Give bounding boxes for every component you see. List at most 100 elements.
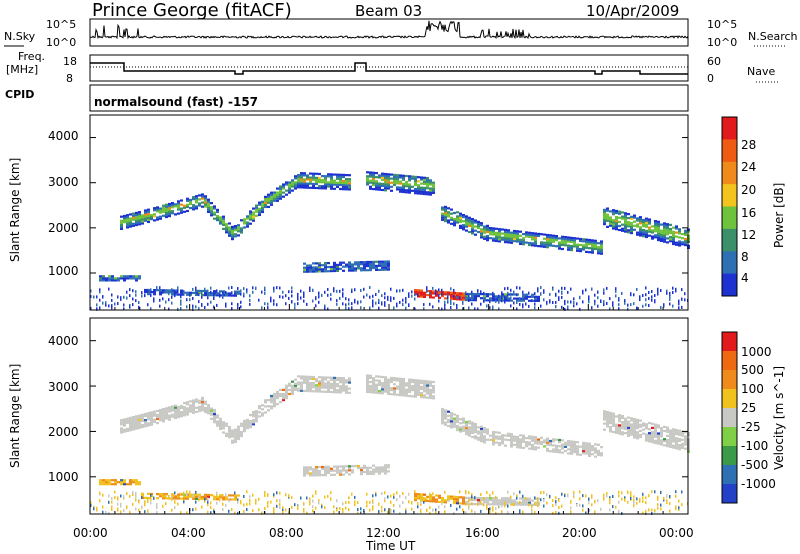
data-cell [309,264,312,267]
data-cell [468,216,471,219]
data-cell [243,220,246,223]
pbar-tick-16: 16 [741,206,757,220]
data-cell [591,453,594,456]
data-cell [201,407,204,410]
data-cell [150,415,153,418]
data-cell [630,217,633,220]
data-cell [237,437,240,441]
data-cell [285,183,288,186]
data-cell [354,298,356,302]
data-cell [627,424,630,427]
data-cell [156,506,158,509]
data-cell [678,230,681,233]
data-cell [150,421,153,424]
data-cell [402,388,405,391]
colorbar-swatch [722,273,737,297]
data-cell [306,264,309,267]
data-cell [603,414,606,417]
data-cell [309,182,312,185]
data-cell [438,296,441,299]
data-cell [519,497,522,500]
data-cell [102,275,105,278]
data-cell [90,501,92,505]
data-cell [387,183,390,186]
data-cell [180,415,183,418]
data-cell [558,438,561,442]
data-cell [165,211,168,214]
data-cell [339,379,342,382]
data-cell [426,179,429,182]
data-cell [546,235,549,239]
data-cell [465,425,468,428]
data-cell [663,496,665,500]
data-cell [426,392,429,395]
data-cell [624,417,627,420]
data-cell [339,471,342,474]
data-cell [177,497,180,500]
data-cell [474,422,477,426]
data-cell [582,448,585,451]
data-cell [396,491,398,495]
data-cell [141,294,143,298]
data-cell [303,379,306,382]
data-cell [528,441,531,444]
data-cell [288,191,291,194]
data-cell [192,208,195,211]
data-cell [387,382,390,385]
data-cell [132,216,135,219]
data-cell [402,188,405,192]
data-cell [402,386,405,389]
data-cell [609,411,612,414]
data-cell [414,183,417,187]
data-cell [252,217,255,220]
data-cell [426,191,429,194]
data-cell [588,243,591,246]
data-cell [456,294,459,297]
data-cell [150,216,153,219]
data-cell [297,295,299,299]
data-cell [348,496,350,500]
data-cell [342,502,344,506]
data-cell [318,176,321,180]
data-cell [471,292,474,296]
data-cell [489,300,491,304]
data-cell [525,501,528,504]
data-cell [321,378,324,381]
data-cell [321,390,324,393]
data-cell [309,381,312,385]
data-cell [132,224,135,227]
data-cell [498,240,501,243]
data-cell [486,438,489,441]
data-cell [444,421,447,424]
data-cell [513,301,515,305]
data-cell [105,301,107,305]
data-cell [429,382,432,385]
data-cell [645,501,647,505]
data-cell [609,413,612,416]
data-cell [606,419,609,422]
data-cell [393,389,396,392]
data-cell [291,294,293,298]
data-cell [420,186,423,189]
data-cell [174,291,176,295]
data-cell [498,294,500,298]
data-cell [468,299,470,302]
data-cell [216,216,219,220]
data-cell [270,405,273,408]
data-cell [486,239,489,242]
data-cell [354,288,356,292]
data-cell [561,237,564,240]
data-cell [525,293,528,296]
data-cell [234,434,237,437]
data-cell [354,261,357,264]
data-cell [528,243,531,247]
data-cell [492,491,494,495]
data-cell [651,430,654,434]
data-cell [375,385,378,388]
data-cell [633,293,635,297]
data-cell [219,496,222,499]
data-cell [141,216,144,219]
data-cell [486,293,489,296]
data-cell [684,298,686,302]
data-cell [561,445,564,448]
